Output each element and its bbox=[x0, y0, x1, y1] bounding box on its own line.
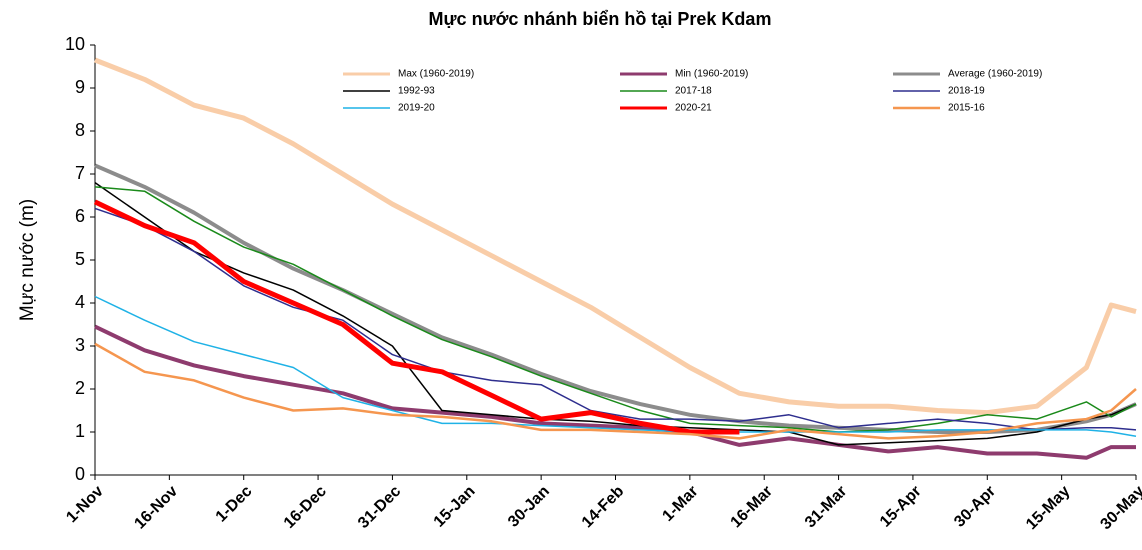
series-line bbox=[94, 163, 1137, 434]
y-tick-label: 7 bbox=[75, 163, 85, 183]
y-tick-label: 3 bbox=[75, 335, 85, 355]
x-tick-label: 14-Feb bbox=[579, 483, 628, 532]
y-axis-label: Mực nước (m) bbox=[17, 199, 38, 321]
y-tick-label: 6 bbox=[75, 206, 85, 226]
x-tick-label: 16-Nov bbox=[131, 483, 181, 533]
legend-label: 2019-20 bbox=[398, 103, 435, 114]
series-line bbox=[93, 199, 740, 435]
series-line bbox=[94, 342, 1137, 440]
legend-label: 1992-93 bbox=[398, 86, 435, 97]
x-tick-label: 30-Jan bbox=[505, 483, 553, 531]
x-tick-label: 1-Dec bbox=[213, 483, 256, 526]
y-tick-label: 9 bbox=[75, 77, 85, 97]
series-line bbox=[94, 207, 1137, 431]
x-tick-label: 30-Apr bbox=[951, 483, 999, 531]
x-tick-label: 30-May bbox=[1097, 483, 1142, 533]
x-tick-label: 31-Mar bbox=[802, 483, 851, 532]
legend-label: 2015-16 bbox=[948, 103, 985, 114]
series-line bbox=[94, 186, 1137, 433]
y-tick-label: 2 bbox=[75, 378, 85, 398]
y-tick-label: 1 bbox=[75, 421, 85, 441]
x-tick-label: 31-Dec bbox=[355, 483, 404, 532]
x-tick-label: 15-May bbox=[1023, 483, 1073, 533]
x-tick-label: 1-Nov bbox=[63, 483, 107, 527]
series-line bbox=[94, 181, 1137, 446]
x-tick-label: 16-Dec bbox=[281, 483, 330, 532]
y-tick-label: 4 bbox=[75, 292, 85, 312]
x-tick-label: 15-Jan bbox=[431, 483, 479, 531]
legend-label: 2017-18 bbox=[675, 86, 712, 97]
y-tick-label: 8 bbox=[75, 120, 85, 140]
chart-title: Mực nước nhánh biển hồ tại Prek Kdam bbox=[429, 9, 772, 29]
y-tick-label: 10 bbox=[65, 34, 85, 54]
x-tick-label: 15-Apr bbox=[877, 483, 925, 531]
legend-label: Min (1960-2019) bbox=[675, 69, 748, 80]
legend-label: 2020-21 bbox=[675, 103, 712, 114]
legend-label: 2018-19 bbox=[948, 86, 985, 97]
series-line bbox=[94, 324, 1136, 460]
y-tick-label: 0 bbox=[75, 464, 85, 484]
series-line bbox=[94, 57, 1137, 416]
legend-label: Max (1960-2019) bbox=[398, 69, 474, 80]
y-tick-label: 5 bbox=[75, 249, 85, 269]
legend-label: Average (1960-2019) bbox=[948, 69, 1042, 80]
x-tick-label: 1-Mar bbox=[659, 483, 701, 525]
x-tick-label: 16-Mar bbox=[728, 483, 777, 532]
